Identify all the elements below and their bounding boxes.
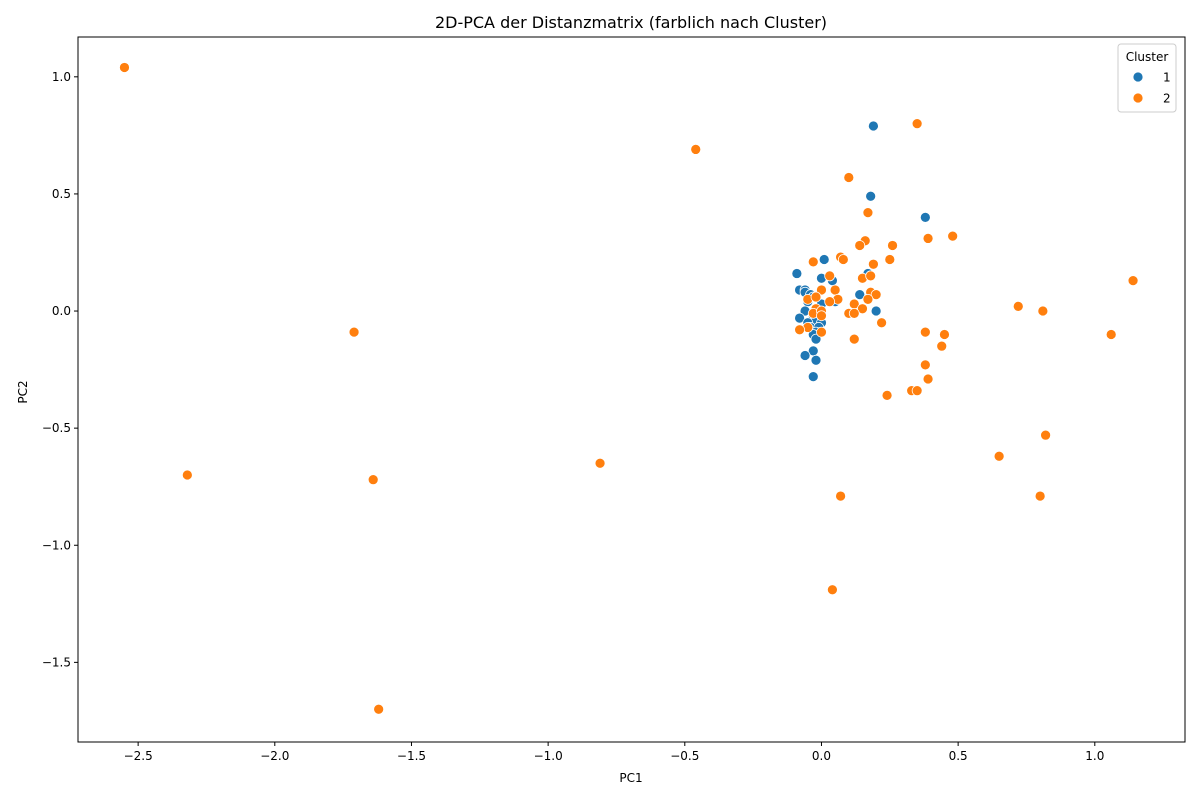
data-point-cluster-2 <box>862 293 874 305</box>
y-axis-label: PC2 <box>16 380 30 403</box>
legend-label-cluster-2: 2 <box>1163 92 1171 106</box>
data-point-cluster-2 <box>1040 429 1051 441</box>
data-point-cluster-2 <box>843 172 855 183</box>
x-tick-label: 0.5 <box>949 749 968 763</box>
data-point-cluster-2 <box>876 317 887 329</box>
data-point-cluster-1 <box>794 312 805 324</box>
data-point-cluster-2 <box>868 258 879 270</box>
data-point-cluster-2 <box>690 144 702 155</box>
chart-title: 2D-PCA der Distanzmatrix (farblich nach … <box>435 13 827 32</box>
data-point-cluster-2 <box>827 584 838 596</box>
legend-box <box>1117 43 1177 113</box>
data-point-cluster-2 <box>911 118 923 130</box>
data-point-cluster-2 <box>862 207 874 219</box>
data-point-cluster-2 <box>824 296 836 308</box>
plot-frame <box>77 36 1186 743</box>
data-point-cluster-2 <box>807 256 819 268</box>
legend: Cluster 1 2 <box>1117 43 1177 113</box>
data-point-cluster-2 <box>794 324 805 336</box>
y-tick-label: 0.0 <box>52 304 71 318</box>
y-tick-label: −0.5 <box>42 421 71 435</box>
data-point-cluster-1 <box>791 268 803 279</box>
data-point-cluster-2 <box>919 359 931 371</box>
y-tick-label: −1.0 <box>42 538 71 552</box>
data-point-cluster-2 <box>824 270 836 282</box>
data-point-cluster-2 <box>837 254 849 265</box>
data-point-cluster-2 <box>367 474 379 486</box>
data-point-cluster-2 <box>848 333 860 345</box>
data-point-cluster-2 <box>865 270 877 282</box>
data-point-cluster-2 <box>1034 490 1046 502</box>
data-point-cluster-1 <box>807 371 819 382</box>
data-point-cluster-1 <box>799 350 811 361</box>
data-point-cluster-2 <box>816 284 827 296</box>
legend-title: Cluster <box>1126 50 1169 64</box>
data-point-cluster-2 <box>816 310 827 322</box>
x-axis-ticks: −2.5 −2.0 −1.5 −1.0 −0.5 0.0 0.5 1.0 <box>124 742 1104 763</box>
data-point-cluster-2 <box>1037 305 1049 317</box>
data-point-cluster-2 <box>594 457 606 469</box>
x-tick-label: −2.0 <box>260 749 289 763</box>
data-point-cluster-2 <box>1105 329 1117 340</box>
data-point-cluster-2 <box>911 385 923 397</box>
data-point-cluster-2 <box>348 326 360 338</box>
data-point-cluster-2 <box>884 254 896 265</box>
data-point-cluster-2 <box>829 284 841 296</box>
data-point-cluster-1 <box>810 333 822 345</box>
data-point-cluster-2 <box>939 329 950 340</box>
data-point-cluster-2 <box>119 62 130 73</box>
data-point-cluster-2 <box>922 373 934 385</box>
y-tick-label: 1.0 <box>52 70 71 84</box>
data-point-cluster-1 <box>870 305 882 317</box>
data-point-cluster-1 <box>818 254 830 265</box>
data-point-cluster-1 <box>810 354 822 366</box>
data-point-cluster-2 <box>919 326 931 338</box>
data-point-cluster-2 <box>816 326 827 338</box>
y-tick-label: 0.5 <box>52 187 71 201</box>
plot-points <box>119 62 1139 715</box>
data-point-cluster-2 <box>1127 275 1139 286</box>
y-tick-label: −1.5 <box>42 655 71 669</box>
data-point-cluster-2 <box>922 233 934 244</box>
data-point-cluster-2 <box>993 450 1005 462</box>
data-point-cluster-2 <box>1012 300 1024 312</box>
data-point-cluster-1 <box>868 120 879 132</box>
data-point-cluster-1 <box>865 190 877 202</box>
data-point-cluster-1 <box>854 289 866 301</box>
data-point-cluster-2 <box>835 490 846 502</box>
legend-marker-cluster-2 <box>1132 92 1144 104</box>
data-point-cluster-2 <box>373 703 385 715</box>
legend-label-cluster-1: 1 <box>1163 71 1171 85</box>
data-point-cluster-2 <box>810 291 822 303</box>
data-point-cluster-2 <box>887 240 898 251</box>
data-point-cluster-2 <box>857 303 868 315</box>
x-tick-label: −1.5 <box>397 749 426 763</box>
x-axis-label: PC1 <box>619 771 642 785</box>
y-axis-ticks: 1.0 0.5 0.0 −0.5 −1.0 −1.5 <box>42 70 78 669</box>
x-tick-label: −0.5 <box>670 749 699 763</box>
data-point-cluster-2 <box>870 289 882 301</box>
x-tick-label: 0.0 <box>812 749 831 763</box>
data-point-cluster-2 <box>936 340 948 352</box>
x-tick-label: −2.5 <box>124 749 153 763</box>
data-point-cluster-2 <box>181 469 193 481</box>
data-point-cluster-2 <box>947 230 959 242</box>
data-point-cluster-2 <box>881 389 893 401</box>
x-tick-label: 1.0 <box>1085 749 1104 763</box>
legend-marker-cluster-1 <box>1132 71 1144 83</box>
data-point-cluster-1 <box>919 211 931 223</box>
data-point-cluster-2 <box>854 240 866 251</box>
data-point-cluster-2 <box>848 308 860 319</box>
x-tick-label: −1.0 <box>534 749 563 763</box>
